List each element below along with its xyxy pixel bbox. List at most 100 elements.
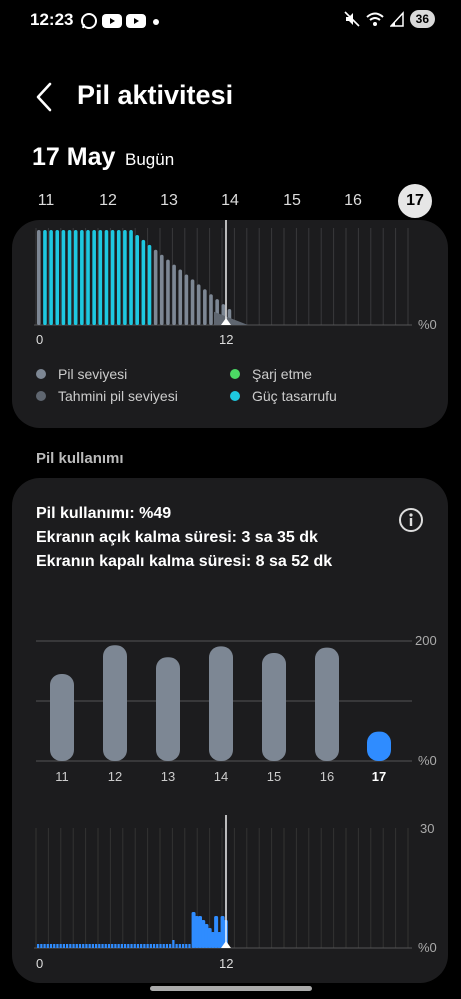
x-tick-label: 15: [267, 769, 281, 784]
youtube-icon: [102, 14, 122, 28]
y-tick-label: %0: [418, 753, 437, 768]
hourly-bar: [72, 944, 75, 948]
hourly-bar: [37, 944, 40, 948]
hourly-bar: [188, 944, 191, 948]
hourly-bar: [165, 944, 169, 948]
hourly-bar: [140, 944, 143, 948]
hourly-bar: [107, 944, 111, 948]
hourly-bar: [185, 944, 188, 948]
hourly-bar: [201, 920, 206, 948]
hourly-bar: [169, 944, 172, 948]
battery-bar: [190, 279, 195, 325]
battery-bar: [61, 230, 66, 325]
hourly-bar: [88, 944, 91, 948]
hourly-bar: [78, 944, 82, 948]
hourly-bar: [156, 944, 159, 948]
hourly-bar: [210, 932, 215, 948]
x-tick-label: 14: [214, 769, 228, 784]
day-tab[interactable]: 13: [160, 192, 178, 209]
usage-bar: [367, 731, 391, 761]
usage-bar: [156, 657, 180, 761]
hourly-bar: [53, 944, 56, 948]
hourly-bar: [111, 944, 114, 948]
battery-bar: [73, 230, 78, 325]
hourly-bar: [123, 944, 127, 948]
battery-level-chart: 0 12 %0: [34, 220, 437, 347]
hourly-bar: [172, 940, 175, 948]
hourly-bar: [217, 932, 222, 948]
hourly-bar: [133, 944, 136, 948]
hourly-bar: [104, 944, 107, 948]
battery-bar: [129, 230, 133, 325]
system-icons: 36: [344, 10, 435, 28]
x-tick-label: 0: [36, 956, 43, 971]
info-icon[interactable]: [398, 507, 424, 533]
hourly-bar: [159, 944, 162, 948]
battery-bar: [209, 294, 213, 325]
battery-bar: [172, 264, 176, 325]
now-marker-arrow: [221, 318, 231, 325]
battery-bar: [166, 259, 170, 325]
legend-item: Tahmini pil seviyesi: [36, 388, 178, 404]
hourly-bar: [114, 944, 117, 948]
day-tab[interactable]: 16: [344, 192, 362, 209]
battery-bar: [92, 230, 96, 325]
y-tick-label: 30: [420, 821, 434, 836]
hourly-bar: [94, 944, 98, 948]
hourly-bar: [75, 944, 78, 948]
legend-label: Şarj etme: [252, 366, 312, 382]
hourly-bar: [59, 944, 62, 948]
page-title: Pil aktivitesi: [77, 80, 234, 110]
hourly-bar: [143, 944, 146, 948]
notification-icons: [80, 12, 162, 30]
x-tick-label: 12: [219, 332, 233, 347]
day-tab[interactable]: 15: [283, 192, 301, 209]
hourly-bar: [146, 944, 149, 948]
whatsapp-icon: [81, 13, 97, 29]
battery-bar: [116, 230, 121, 325]
hourly-bar: [149, 944, 152, 948]
hourly-bar: [181, 944, 185, 948]
day-tab-selected[interactable]: 17: [398, 184, 432, 218]
dot-icon: [153, 19, 159, 25]
legend-label: Pil seviyesi: [58, 366, 128, 382]
battery-bar: [86, 230, 90, 325]
hourly-bar: [49, 944, 53, 948]
legend-item: Şarj etme: [230, 366, 312, 382]
battery-bar: [37, 230, 41, 325]
hourly-bar: [56, 944, 59, 948]
day-tab[interactable]: 14: [221, 192, 239, 209]
hourly-bar: [130, 944, 133, 948]
battery-bar: [135, 234, 139, 325]
legend-label: Tahmini pil seviyesi: [58, 388, 178, 404]
hourly-bar: [214, 916, 219, 948]
battery-bar: [178, 269, 183, 325]
back-icon[interactable]: [30, 80, 60, 114]
day-tab[interactable]: 12: [99, 192, 117, 209]
y-tick-label: %0: [418, 940, 437, 955]
hourly-bar: [101, 944, 104, 948]
battery-bar: [184, 274, 189, 325]
hourly-bar: [46, 944, 49, 948]
youtube-icon: [126, 14, 146, 28]
screen-on-time: Ekranın açık kalma süresi: 3 sa 35 dk: [36, 529, 318, 546]
day-tab[interactable]: 11: [37, 192, 55, 209]
hourly-bar: [178, 944, 181, 948]
usage-bar: [262, 653, 286, 761]
legend-dot: [230, 391, 240, 401]
hourly-bar: [136, 944, 140, 948]
home-indicator[interactable]: [150, 986, 312, 991]
x-tick-label: 16: [320, 769, 334, 784]
battery-bar: [110, 230, 115, 325]
battery-bar: [141, 239, 146, 325]
hourly-bar: [175, 944, 178, 948]
x-tick-label: 11: [55, 769, 69, 784]
screen-off-time: Ekranın kapalı kalma süresi: 8 sa 52 dk: [36, 553, 333, 570]
legend-dot: [36, 369, 46, 379]
battery-bar: [98, 230, 103, 325]
battery-bar: [123, 230, 127, 325]
y-tick-label: 200: [415, 633, 437, 648]
x-tick-label: 17: [372, 769, 386, 784]
hourly-bar: [85, 944, 88, 948]
clock: 12:23: [30, 10, 74, 29]
